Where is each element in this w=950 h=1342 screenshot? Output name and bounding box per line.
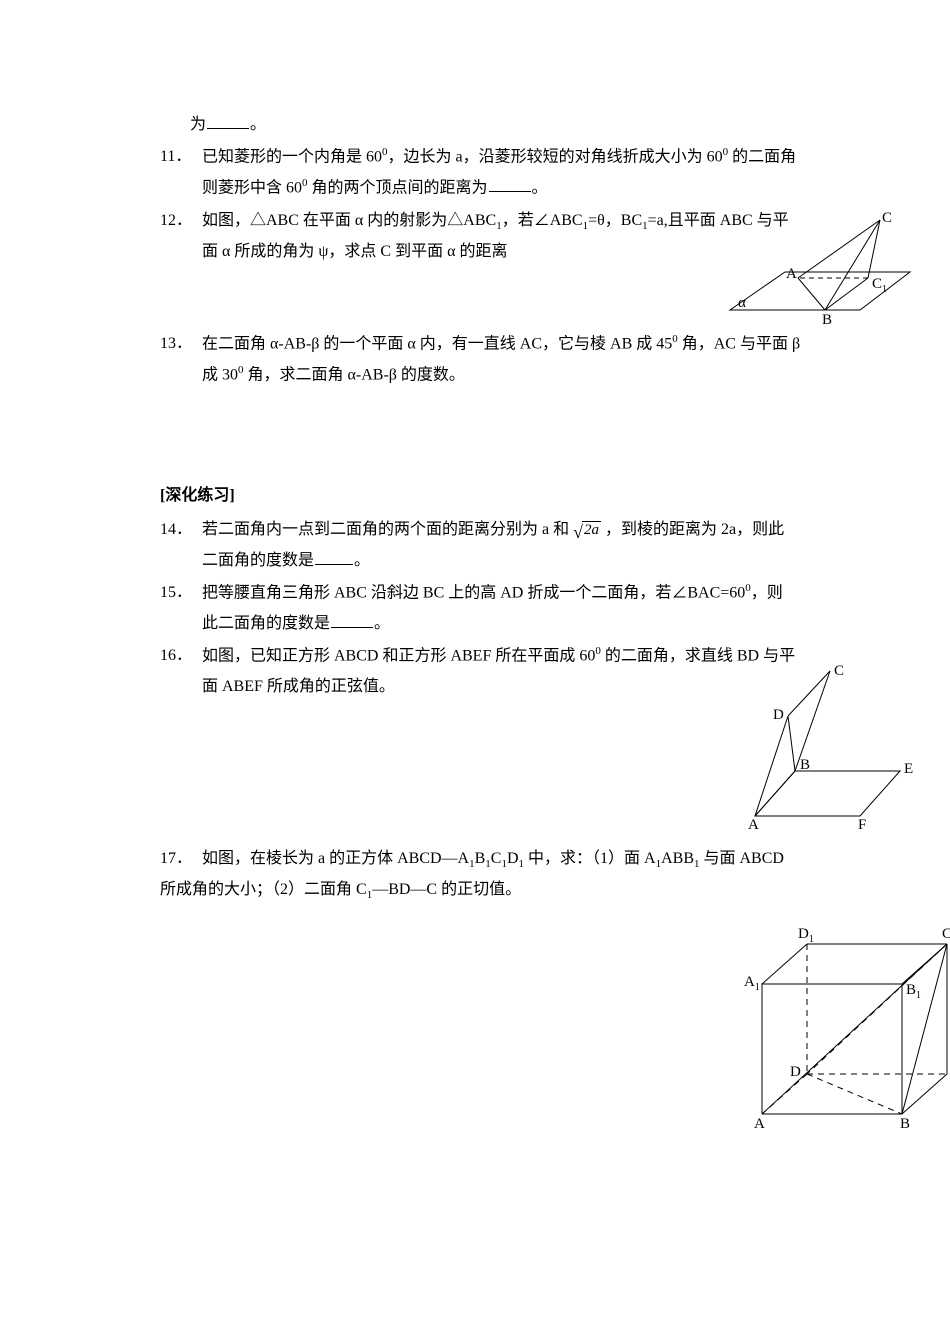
q17-l1c: C <box>491 850 502 867</box>
blank <box>315 548 353 565</box>
label-F: F <box>858 817 866 831</box>
q15-l1a: 把等腰直角三角形 ABC 沿斜边 BC 上的高 AD 折成一个二面角，若∠BAC… <box>202 584 745 601</box>
q14-l2b: 。 <box>354 552 370 569</box>
label-A: A <box>748 817 759 831</box>
q16-l2: 面 ABEF 所成角的正弦值。 <box>202 678 395 695</box>
question-16: 16． 如图，已知正方形 ABCD 和正方形 ABEF 所在平面成 600 的二… <box>160 641 860 702</box>
question-13: 13． 在二面角 α-AB-β 的一个平面 α 内，有一直线 AC，它与棱 AB… <box>160 329 860 390</box>
q17-l1f: ABB <box>661 850 694 867</box>
label-D: D <box>790 1064 801 1080</box>
svg-text:C1: C1 <box>942 926 950 945</box>
svg-text:D1: D1 <box>798 926 814 945</box>
q13-l1a: 在二面角 α-AB-β 的一个平面 α 内，有一直线 AC，它与棱 AB 成 4… <box>202 336 672 353</box>
q14-l1a: 若二面角内一点到二面角的两个面的距离分别为 a 和 <box>202 521 573 538</box>
label-D: D <box>773 707 784 723</box>
label-A: A <box>786 266 797 282</box>
label-C: C <box>834 663 844 679</box>
label-E: E <box>904 761 913 777</box>
q12-l2: 面 α 所成的角为 ψ，求点 C 到平面 α 的距离 <box>202 243 507 260</box>
q15-l2a: 此二面角的度数是 <box>202 615 330 632</box>
label-C: C <box>882 210 892 226</box>
q14-l2a: 二面角的度数是 <box>202 552 314 569</box>
blank <box>331 611 373 628</box>
q11-l1a: 已知菱形的一个内角是 60 <box>202 149 382 166</box>
q17-l1b: B <box>475 850 486 867</box>
figure-16: C D B E A F <box>740 661 920 831</box>
svg-text:A1: A1 <box>744 974 760 993</box>
q11-l2b: 角的两个顶点间的距离为 <box>308 179 488 196</box>
label-C1-sub: 1 <box>882 284 887 295</box>
label-D1: D <box>798 926 809 942</box>
label-B: B <box>900 1116 910 1132</box>
frag-b: 。 <box>250 116 266 133</box>
q17-l1a: 如图，在棱长为 a 的正方体 ABCD―A <box>202 850 469 867</box>
label-B1: B <box>906 982 916 998</box>
sqrt-2a: √2a <box>573 521 601 539</box>
q12-l1a: 如图，△ABC 在平面 α 内的射影为△ABC <box>202 212 496 229</box>
blank <box>207 112 249 129</box>
label-C1: C <box>942 926 950 942</box>
q11-l1c: 的二面角 <box>728 149 796 166</box>
q13-num: 13． <box>160 329 202 359</box>
q11-l2a: 则菱形中含 60 <box>202 179 302 196</box>
q11-num: 11． <box>160 142 202 172</box>
q12-l1b: ，若∠ABC <box>502 212 583 229</box>
label-B: B <box>822 312 832 328</box>
q16-l1a: 如图，已知正方形 ABCD 和正方形 ABEF 所在平面成 60 <box>202 647 595 664</box>
q11-l1b: ，边长为 a，沿菱形较短的对角线折成大小为 60 <box>388 149 723 166</box>
q17-l1d: D <box>507 850 519 867</box>
q11-l2c: 。 <box>532 179 548 196</box>
q17-l1g: 与面 ABCD <box>700 850 784 867</box>
q15-num: 15． <box>160 578 202 608</box>
blank <box>489 175 531 192</box>
q15-l1b: ，则 <box>751 584 783 601</box>
label-C1: C <box>872 276 882 292</box>
question-15: 15． 把等腰直角三角形 ABC 沿斜边 BC 上的高 AD 折成一个二面角，若… <box>160 578 860 639</box>
label-B: B <box>800 757 810 773</box>
label-A1: A <box>744 974 755 990</box>
q14-num: 14． <box>160 515 202 545</box>
label-alpha: α <box>738 295 746 311</box>
q12-l1c: =θ，BC <box>588 212 642 229</box>
svg-text:B1: B1 <box>906 982 921 1001</box>
q17-l2a: 所成角的大小；（2）二面角 C <box>160 881 367 898</box>
frag-a: 为 <box>190 116 206 133</box>
question-17: 17． 如图，在棱长为 a 的正方体 ABCD―A1B1C1D1 中，求：（1）… <box>160 844 860 906</box>
q13-l2a: 成 30 <box>202 366 238 383</box>
section-heading: [深化练习] <box>160 481 860 511</box>
q17-l2b: ―BD―C 的正切值。 <box>372 881 521 898</box>
figure-17: D1 C1 A1 B1 D C A B <box>700 914 920 1134</box>
label-A: A <box>754 1116 765 1132</box>
q13-l1b: 角，AC 与平面 β <box>678 336 800 353</box>
fragment-line: 为。 <box>190 110 860 140</box>
q13-l2b: 角，求二面角 α-AB-β 的度数。 <box>244 366 465 383</box>
question-14: 14． 若二面角内一点到二面角的两个面的距离分别为 a 和 √2a ，到棱的距离… <box>160 515 860 576</box>
q12-num: 12． <box>160 206 202 236</box>
q17-l1e: 中，求：（1）面 A <box>524 850 656 867</box>
q16-num: 16． <box>160 641 202 671</box>
svg-text:C1: C1 <box>872 276 887 295</box>
question-12: 12． 如图，△ABC 在平面 α 内的射影为△ABC1，若∠ABC1=θ，BC… <box>160 206 860 267</box>
q14-l1b: ，到棱的距离为 2a，则此 <box>601 521 784 538</box>
figure-12: C A C1 B α <box>720 210 920 330</box>
question-11: 11． 已知菱形的一个内角是 600，边长为 a，沿菱形较短的对角线折成大小为 … <box>160 142 860 203</box>
q15-l2b: 。 <box>374 615 390 632</box>
